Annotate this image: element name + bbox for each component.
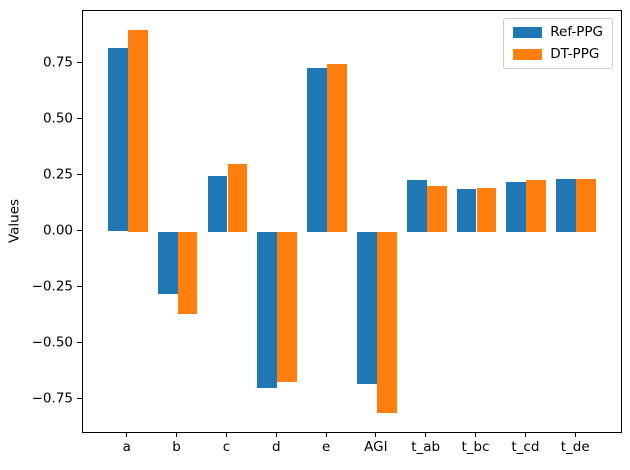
x-tick-label-d: d: [272, 439, 281, 455]
plot-area: Ref-PPG DT-PPG: [82, 10, 622, 433]
bar-dt-ppg-b: [177, 231, 198, 315]
y-tick-mark: [77, 118, 82, 120]
x-tick-label-t-de: t_de: [560, 439, 590, 455]
x-tick-label-t-ab: t_ab: [411, 439, 441, 455]
bar-ref-ppg-d: [257, 231, 278, 389]
bar-dt-ppg-t-de: [576, 179, 597, 232]
bar-dt-ppg-c: [227, 164, 248, 232]
y-tick-mark: [77, 398, 82, 399]
y-tick-label: −0.25: [31, 277, 73, 294]
x-tick-mark: [475, 432, 476, 437]
y-tick-label: 0.50: [42, 109, 73, 126]
legend-label-dt-ppg: DT-PPG: [550, 45, 600, 62]
y-tick-mark: [77, 230, 82, 232]
y-tick-label: 0.75: [42, 53, 73, 70]
x-tick-mark: [375, 432, 377, 437]
y-tick-mark: [77, 174, 82, 176]
y-tick-label: 0.00: [42, 221, 73, 238]
x-tick-mark: [176, 432, 178, 437]
bar-ref-ppg-agi: [357, 231, 377, 384]
legend-label-ref-ppg: Ref-PPG: [550, 24, 603, 40]
legend-item-dt-ppg: DT-PPG: [513, 45, 603, 62]
x-tick-label-agi: AGI: [364, 439, 388, 455]
legend-swatch-dt-ppg-icon: [513, 48, 543, 60]
y-axis-label: Values: [6, 198, 23, 244]
bar-ref-ppg-t-cd: [506, 182, 527, 232]
y-tick-label: −0.50: [31, 333, 73, 350]
x-tick-mark: [275, 432, 277, 437]
legend-item-ref-ppg: Ref-PPG: [513, 24, 603, 40]
y-tick-mark: [77, 62, 82, 64]
x-tick-mark: [226, 432, 227, 437]
x-tick-label-t-cd: t_cd: [511, 439, 540, 455]
x-tick-label-t-bc: t_bc: [461, 439, 490, 455]
bar-dt-ppg-agi: [376, 231, 397, 413]
bar-dt-ppg-d: [277, 231, 298, 382]
y-tick-mark: [77, 286, 82, 288]
bar-dt-ppg-e: [327, 63, 347, 232]
bar-ref-ppg-c: [207, 175, 228, 232]
y-tick-mark: [77, 342, 82, 343]
x-tick-label-c: c: [222, 439, 231, 455]
legend-swatch-ref-ppg-icon: [513, 27, 543, 39]
bar-ref-ppg-e: [307, 68, 328, 232]
bar-dt-ppg-a: [127, 30, 148, 232]
x-tick-mark: [425, 432, 427, 437]
bar-ref-ppg-a: [107, 47, 128, 232]
legend: Ref-PPG DT-PPG: [503, 18, 613, 69]
y-tick-label: 0.25: [42, 165, 73, 182]
bar-ref-ppg-t-ab: [406, 180, 427, 232]
y-tick-label: −0.75: [31, 389, 73, 406]
x-tick-mark: [574, 432, 576, 437]
bar-dt-ppg-t-cd: [526, 180, 547, 232]
bar-dt-ppg-t-ab: [426, 185, 447, 232]
x-tick-mark: [524, 432, 526, 437]
bar-ref-ppg-b: [157, 231, 178, 295]
bar-ref-ppg-t-bc: [456, 189, 477, 232]
bar-ref-ppg-t-de: [556, 179, 577, 232]
x-tick-mark: [126, 432, 128, 437]
bar-dt-ppg-t-bc: [476, 187, 497, 232]
x-tick-mark: [325, 432, 327, 437]
x-tick-label-e: e: [321, 439, 331, 455]
x-tick-label-a: a: [122, 439, 131, 455]
x-tick-label-b: b: [172, 439, 181, 455]
